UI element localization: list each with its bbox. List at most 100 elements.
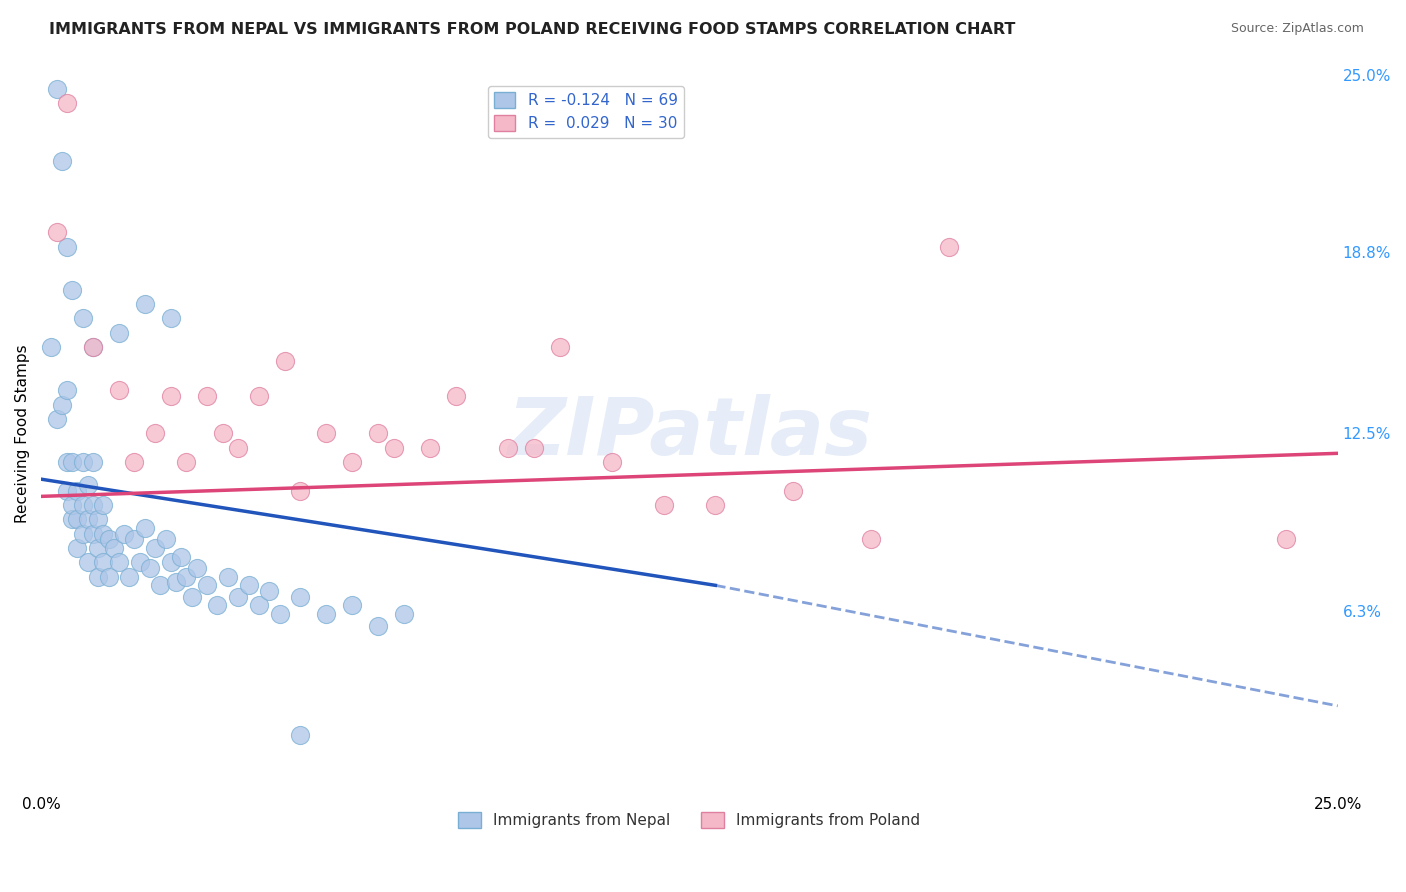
Point: [290, 590, 312, 604]
Point: [66, 483, 89, 498]
Point: [176, 455, 198, 469]
Point: [108, 383, 131, 397]
Point: [76, 512, 98, 526]
Point: [315, 426, 337, 441]
Point: [195, 578, 218, 592]
Point: [269, 607, 291, 621]
Point: [238, 578, 260, 592]
Point: [108, 326, 131, 340]
Point: [247, 599, 270, 613]
Point: [60, 498, 83, 512]
Point: [1275, 533, 1298, 547]
Point: [51, 398, 73, 412]
Point: [72, 455, 94, 469]
Point: [315, 607, 337, 621]
Point: [51, 153, 73, 168]
Point: [87, 512, 110, 526]
Point: [170, 549, 193, 564]
Point: [523, 441, 546, 455]
Point: [72, 311, 94, 326]
Point: [782, 483, 804, 498]
Text: ZIPatlas: ZIPatlas: [508, 394, 872, 472]
Point: [45, 82, 67, 96]
Point: [938, 240, 960, 254]
Text: IMMIGRANTS FROM NEPAL VS IMMIGRANTS FROM POLAND RECEIVING FOOD STAMPS CORRELATIO: IMMIGRANTS FROM NEPAL VS IMMIGRANTS FROM…: [49, 22, 1015, 37]
Point: [548, 340, 571, 354]
Point: [87, 570, 110, 584]
Point: [159, 311, 181, 326]
Point: [56, 240, 79, 254]
Point: [149, 578, 172, 592]
Point: [41, 340, 63, 354]
Point: [97, 570, 120, 584]
Point: [217, 570, 239, 584]
Point: [45, 225, 67, 239]
Point: [128, 555, 150, 569]
Point: [652, 498, 675, 512]
Point: [103, 541, 125, 555]
Point: [859, 533, 882, 547]
Point: [60, 283, 83, 297]
Point: [60, 512, 83, 526]
Point: [274, 354, 297, 368]
Point: [45, 412, 67, 426]
Point: [211, 426, 233, 441]
Point: [444, 389, 467, 403]
Point: [118, 570, 141, 584]
Point: [72, 498, 94, 512]
Point: [247, 389, 270, 403]
Point: [165, 575, 187, 590]
Point: [112, 526, 135, 541]
Point: [496, 441, 519, 455]
Point: [82, 498, 104, 512]
Point: [56, 483, 79, 498]
Point: [82, 526, 104, 541]
Point: [367, 426, 389, 441]
Point: [207, 599, 229, 613]
Point: [134, 521, 156, 535]
Point: [82, 340, 104, 354]
Point: [159, 389, 181, 403]
Y-axis label: Receiving Food Stamps: Receiving Food Stamps: [15, 344, 30, 523]
Point: [72, 526, 94, 541]
Point: [392, 607, 415, 621]
Text: Source: ZipAtlas.com: Source: ZipAtlas.com: [1230, 22, 1364, 36]
Point: [143, 541, 166, 555]
Point: [195, 389, 218, 403]
Point: [600, 455, 623, 469]
Point: [382, 441, 405, 455]
Point: [76, 478, 98, 492]
Point: [56, 383, 79, 397]
Point: [134, 297, 156, 311]
Point: [139, 561, 162, 575]
Point: [290, 483, 312, 498]
Point: [82, 455, 104, 469]
Point: [76, 555, 98, 569]
Point: [367, 618, 389, 632]
Point: [108, 555, 131, 569]
Point: [159, 555, 181, 569]
Point: [259, 584, 281, 599]
Point: [704, 498, 727, 512]
Point: [186, 561, 208, 575]
Point: [93, 526, 115, 541]
Point: [82, 340, 104, 354]
Point: [226, 590, 249, 604]
Point: [143, 426, 166, 441]
Point: [124, 533, 146, 547]
Point: [155, 533, 177, 547]
Point: [180, 590, 202, 604]
Point: [419, 441, 441, 455]
Point: [290, 728, 312, 742]
Point: [97, 533, 120, 547]
Point: [124, 455, 146, 469]
Point: [56, 96, 79, 111]
Point: [342, 599, 364, 613]
Point: [342, 455, 364, 469]
Point: [56, 455, 79, 469]
Point: [176, 570, 198, 584]
Point: [226, 441, 249, 455]
Point: [93, 555, 115, 569]
Point: [60, 455, 83, 469]
Point: [93, 498, 115, 512]
